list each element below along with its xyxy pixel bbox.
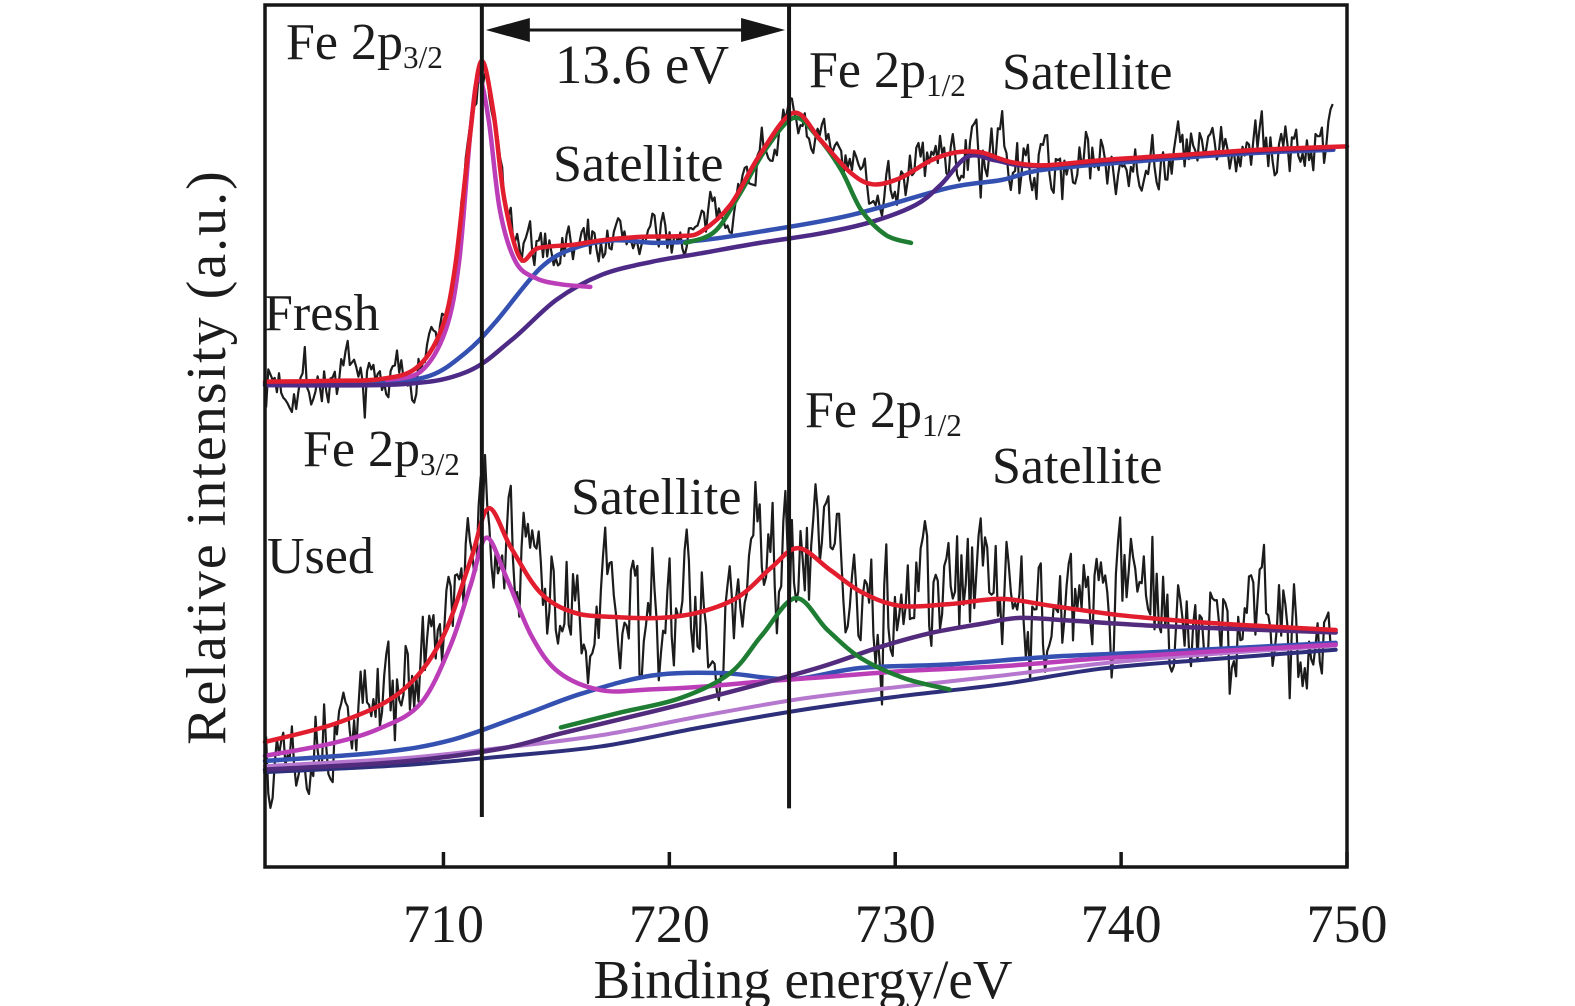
x-tick-label-720: 720 xyxy=(629,894,710,954)
used-series-label: Used xyxy=(267,528,374,585)
used-magenta-curve xyxy=(262,535,1338,759)
fresh-series-label: Fresh xyxy=(264,285,380,342)
fresh-satellite-right-label: Satellite xyxy=(1002,44,1173,101)
x-tick-label-710: 710 xyxy=(403,894,484,954)
x-axis-title: Binding energy/eV xyxy=(593,949,1013,1006)
used-fe2p32-main: Fe 2p xyxy=(303,421,420,478)
used-navy-curve xyxy=(263,647,1338,775)
used-fe2p12-main: Fe 2p xyxy=(805,382,922,439)
used-fe2p12-label: Fe 2p1/2 xyxy=(805,382,962,441)
used-satellite-mid-label: Satellite xyxy=(571,469,742,526)
used-satellite-right-label: Satellite xyxy=(992,438,1163,495)
x-tick-label-750: 750 xyxy=(1307,894,1388,954)
used-fe2p32-sub: 3/2 xyxy=(420,446,460,482)
fresh-fe2p32-main: Fe 2p xyxy=(286,14,403,71)
fresh-blue-curve xyxy=(262,147,1336,386)
fresh-fe2p32-sub: 3/2 xyxy=(403,39,443,75)
used-noise-trace xyxy=(265,453,1332,809)
peak-separation-label: 13.6 eV xyxy=(554,34,730,95)
fresh-purple-curve xyxy=(262,145,1336,388)
used-darkpurple-curve xyxy=(262,615,1338,772)
used-green-curve xyxy=(558,595,952,730)
x-tick-label-730: 730 xyxy=(855,894,936,954)
fresh-red-curve xyxy=(262,58,1350,384)
fresh-fe2p32-label: Fe 2p3/2 xyxy=(286,14,443,73)
separation-arrow-head-left xyxy=(485,18,530,42)
separation-arrow-head-right xyxy=(741,18,786,42)
plot-frame xyxy=(263,3,1349,869)
used-fe2p32-label: Fe 2p3/2 xyxy=(303,421,460,480)
fresh-satellite-mid-label: Satellite xyxy=(553,136,724,193)
used-fe2p12-sub: 1/2 xyxy=(922,407,962,443)
y-axis-title: Relative intensity (a.u.) xyxy=(176,169,238,745)
used-blue-curve xyxy=(262,640,1338,764)
fresh-fe2p12-label: Fe 2p1/2 xyxy=(809,42,966,101)
x-tick-label-740: 740 xyxy=(1081,894,1162,954)
used-red-curve xyxy=(262,506,1338,745)
fresh-magenta-curve xyxy=(384,75,593,383)
fresh-noise-trace xyxy=(265,65,1334,419)
fresh-fe2p12-sub: 1/2 xyxy=(926,67,966,103)
fresh-fe2p12-main: Fe 2p xyxy=(809,42,926,99)
